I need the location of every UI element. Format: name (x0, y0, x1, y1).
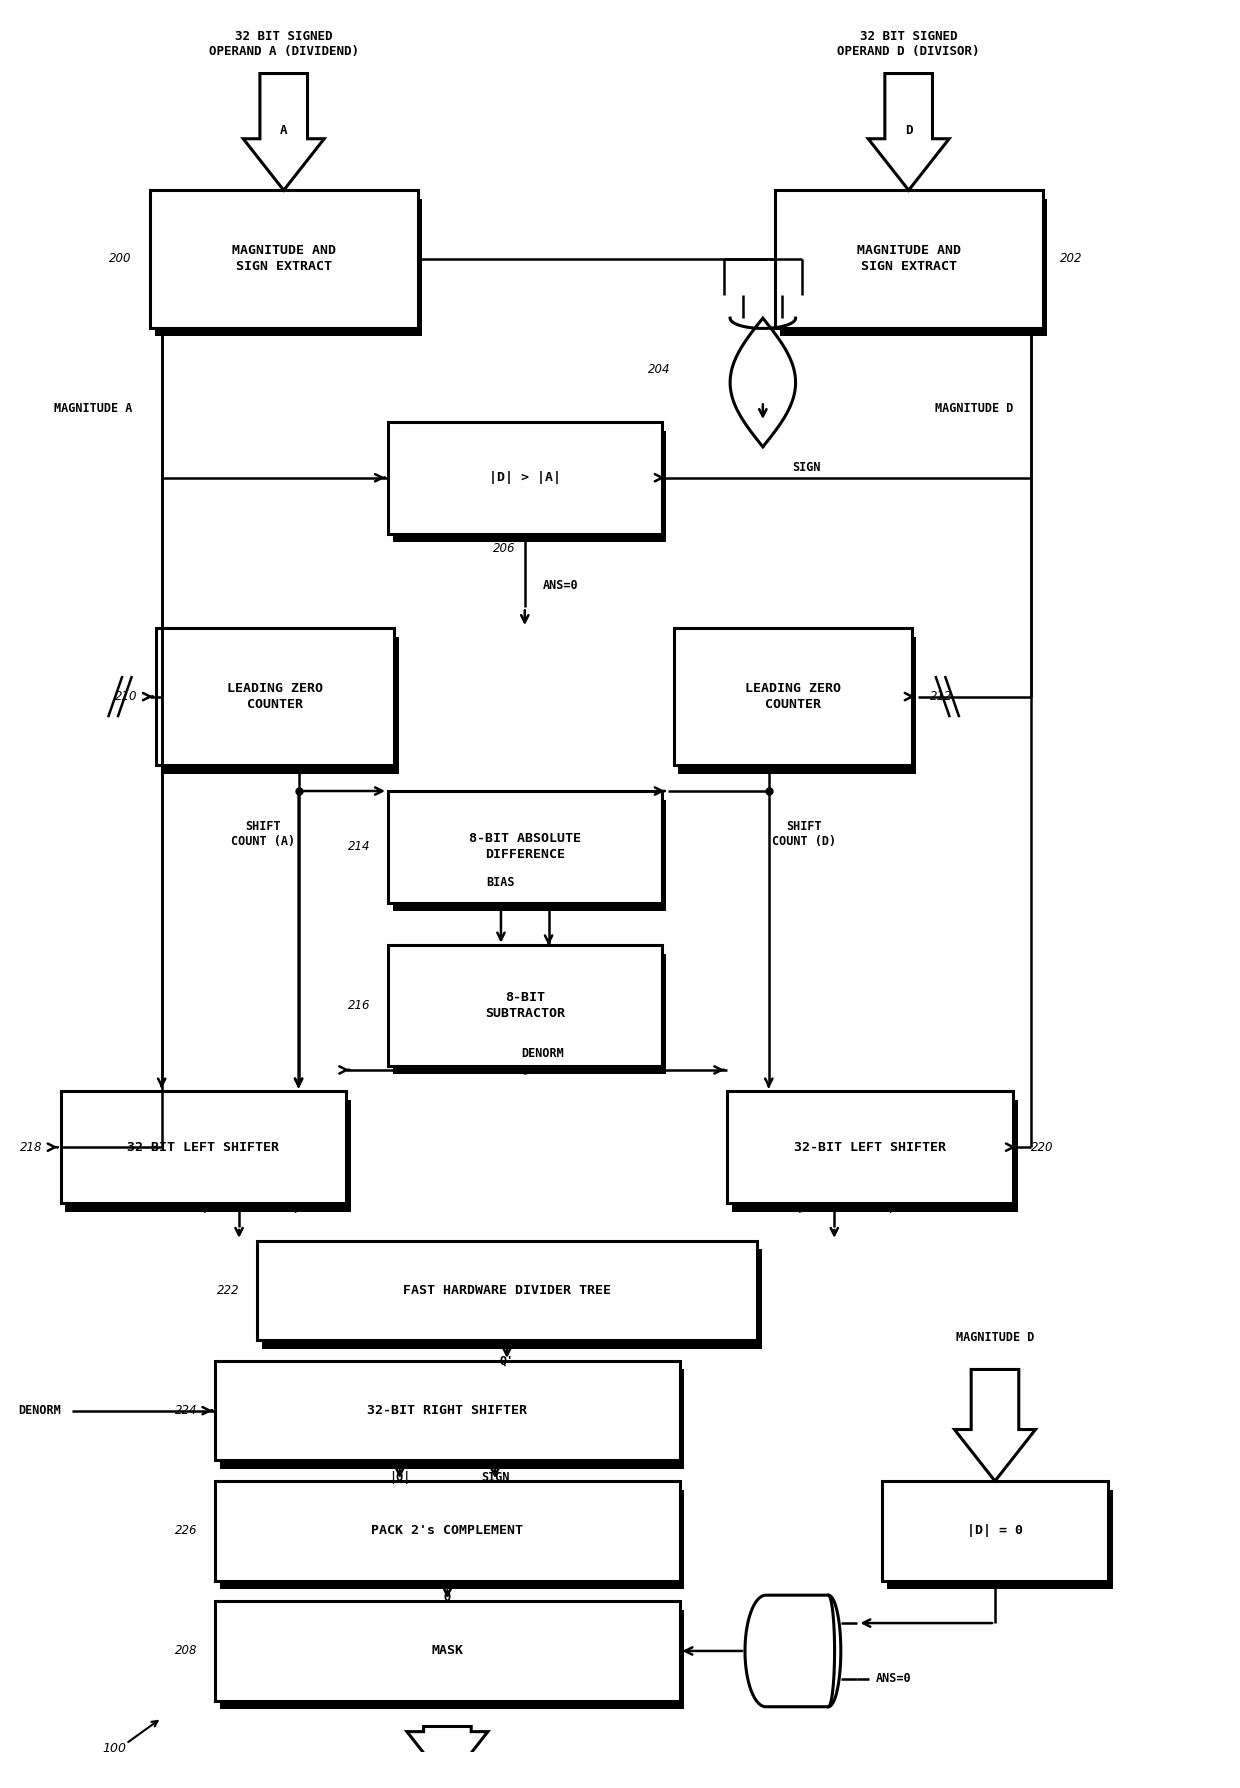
Bar (882, 1480, 1109, 1581)
Bar (262, 1250, 761, 1348)
Text: 206: 206 (492, 542, 516, 554)
Text: ANS=0: ANS=0 (875, 1672, 911, 1686)
Bar (160, 637, 398, 774)
Text: 216: 216 (347, 999, 370, 1012)
Polygon shape (955, 1370, 1035, 1480)
Polygon shape (243, 73, 324, 190)
Text: MASK: MASK (432, 1645, 464, 1657)
Text: DENORM: DENORM (521, 1046, 564, 1060)
Bar (727, 1091, 1013, 1203)
Text: PACK 2's COMPLEMENT: PACK 2's COMPLEMENT (372, 1525, 523, 1538)
Bar (678, 637, 916, 774)
Bar (393, 431, 666, 542)
Polygon shape (868, 73, 949, 190)
Polygon shape (730, 318, 796, 447)
Text: MAGNITUDE AND
SIGN EXTRACT: MAGNITUDE AND SIGN EXTRACT (232, 245, 336, 274)
Text: D: D (905, 123, 913, 136)
Text: 32-BIT LEFT SHIFTER: 32-BIT LEFT SHIFTER (128, 1141, 279, 1153)
Text: 8-BIT ABSOLUTE
DIFFERENCE: 8-BIT ABSOLUTE DIFFERENCE (469, 831, 580, 862)
Text: |D| > |A|: |D| > |A| (489, 472, 560, 485)
Bar (887, 1489, 1112, 1590)
Polygon shape (745, 1595, 841, 1708)
Text: MAGNITUDE D: MAGNITUDE D (935, 402, 1014, 415)
Text: MAGNITUDE AND
SIGN EXTRACT: MAGNITUDE AND SIGN EXTRACT (857, 245, 961, 274)
Text: MAGNITUDE D: MAGNITUDE D (956, 1330, 1034, 1345)
Text: 214: 214 (347, 840, 370, 853)
Text: SIGN: SIGN (792, 461, 821, 474)
Text: FAST HARDWARE DIVIDER TREE: FAST HARDWARE DIVIDER TREE (403, 1284, 611, 1296)
Text: LEADING ZERO
COUNTER: LEADING ZERO COUNTER (227, 681, 322, 712)
Text: BIAS: BIAS (487, 876, 515, 889)
Bar (66, 1100, 351, 1212)
Bar (155, 198, 423, 336)
Bar (673, 628, 911, 765)
Bar (219, 1489, 684, 1590)
Text: DENORM: DENORM (17, 1404, 61, 1418)
Bar (150, 190, 418, 327)
Text: 8-BIT
SUBTRACTOR: 8-BIT SUBTRACTOR (485, 991, 564, 1021)
Bar (156, 628, 394, 765)
Bar (219, 1370, 684, 1470)
Bar (257, 1241, 756, 1341)
Text: SIGN: SIGN (481, 1472, 510, 1484)
Text: LEADING ZERO
COUNTER: LEADING ZERO COUNTER (744, 681, 841, 712)
Text: 32 BIT SIGNED
OPERAND D (DIVISOR): 32 BIT SIGNED OPERAND D (DIVISOR) (837, 30, 980, 59)
Bar (732, 1100, 1018, 1212)
Text: 32-BIT LEFT SHIFTER: 32-BIT LEFT SHIFTER (794, 1141, 946, 1153)
Bar (388, 790, 662, 903)
Text: |D| = 0: |D| = 0 (967, 1525, 1023, 1538)
Text: ANS=0: ANS=0 (543, 579, 578, 592)
Text: 32 BIT SIGNED
OPERAND A (DIVIDEND): 32 BIT SIGNED OPERAND A (DIVIDEND) (208, 30, 358, 59)
Bar (780, 198, 1048, 336)
Bar (393, 799, 666, 912)
Text: SHIFT
COUNT (A): SHIFT COUNT (A) (231, 821, 295, 848)
Bar (216, 1480, 680, 1581)
Text: 226: 226 (175, 1525, 197, 1538)
Text: 224: 224 (175, 1404, 197, 1418)
Text: 100: 100 (102, 1742, 126, 1756)
Text: 32-BIT RIGHT SHIFTER: 32-BIT RIGHT SHIFTER (367, 1404, 527, 1418)
Text: D' (NORMALIZED D): D' (NORMALIZED D) (774, 1202, 895, 1216)
Text: 220: 220 (1030, 1141, 1053, 1153)
Text: MAGNITUDE A: MAGNITUDE A (53, 402, 131, 415)
Text: Q: Q (444, 1591, 451, 1604)
Text: 212: 212 (930, 690, 952, 703)
Text: 204: 204 (649, 363, 671, 375)
Bar (388, 422, 662, 533)
Text: |Q|: |Q| (389, 1472, 410, 1484)
Text: SHIFT
COUNT (D): SHIFT COUNT (D) (773, 821, 837, 848)
Bar (393, 955, 666, 1075)
Bar (219, 1609, 684, 1709)
Polygon shape (407, 1727, 487, 1783)
Text: 210: 210 (115, 690, 138, 703)
Bar (216, 1602, 680, 1700)
Bar (61, 1091, 346, 1203)
Text: 208: 208 (175, 1645, 197, 1657)
Text: A: A (280, 123, 288, 136)
Text: 222: 222 (217, 1284, 239, 1296)
Text: 202: 202 (1060, 252, 1083, 265)
Bar (216, 1361, 680, 1461)
Bar (775, 190, 1043, 327)
Text: 218: 218 (20, 1141, 42, 1153)
Text: A' (NORMALIZED A): A' (NORMALIZED A) (179, 1202, 300, 1216)
Text: 200: 200 (109, 252, 131, 265)
Bar (388, 946, 662, 1066)
Text: Q': Q' (500, 1354, 515, 1368)
